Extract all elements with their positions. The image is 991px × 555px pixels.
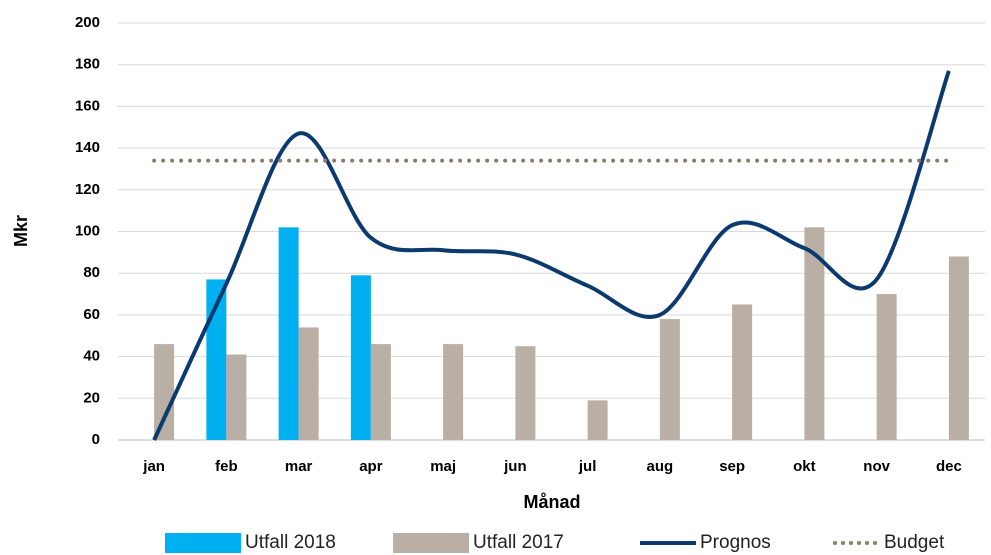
bar [587, 400, 608, 440]
y-tick-label: 80 [83, 264, 100, 281]
bar [298, 327, 319, 440]
bar [226, 354, 247, 440]
x-tick-label: okt [793, 458, 816, 475]
x-tick-label: maj [430, 458, 456, 475]
y-axis-title: Mkr [11, 215, 31, 247]
y-tick-label: 20 [83, 389, 100, 406]
legend-label: Budget [884, 532, 945, 553]
bar [659, 319, 680, 440]
y-tick-label: 120 [75, 181, 100, 198]
bar [732, 304, 753, 440]
line [152, 70, 951, 441]
y-tick-label: 200 [75, 14, 100, 31]
y-tick-label: 100 [75, 222, 100, 239]
y-tick-label: 180 [75, 56, 100, 73]
x-tick-label: jun [503, 458, 527, 475]
x-tick-label: feb [215, 458, 238, 475]
bar [278, 227, 299, 440]
bar [515, 346, 536, 440]
x-tick-label: mar [285, 458, 313, 475]
y-tick-label: 140 [75, 139, 100, 156]
legend-label: Utfall 2017 [473, 532, 564, 553]
x-tick-label: jan [142, 458, 165, 475]
x-tick-label: dec [936, 458, 962, 475]
legend-swatch [165, 533, 241, 553]
bar [350, 275, 371, 440]
bar [948, 256, 969, 440]
x-axis-title: Månad [523, 492, 580, 512]
x-tick-label: jul [578, 458, 597, 475]
x-tick-label: nov [863, 458, 890, 475]
legend-swatch [393, 533, 469, 553]
y-tick-label: 40 [83, 348, 100, 365]
legend-label: Utfall 2018 [245, 532, 336, 553]
bar [876, 294, 897, 440]
legend-label: Prognos [700, 532, 771, 553]
y-tick-label: 160 [75, 97, 100, 114]
bar [154, 344, 175, 440]
bar [804, 227, 825, 440]
bar [443, 344, 464, 440]
x-tick-label: aug [647, 458, 674, 475]
bar [370, 344, 391, 440]
x-tick-label: apr [359, 458, 383, 475]
x-tick-label: sep [719, 458, 745, 475]
y-tick-label: 60 [83, 306, 100, 323]
y-tick-label: 0 [92, 431, 100, 448]
